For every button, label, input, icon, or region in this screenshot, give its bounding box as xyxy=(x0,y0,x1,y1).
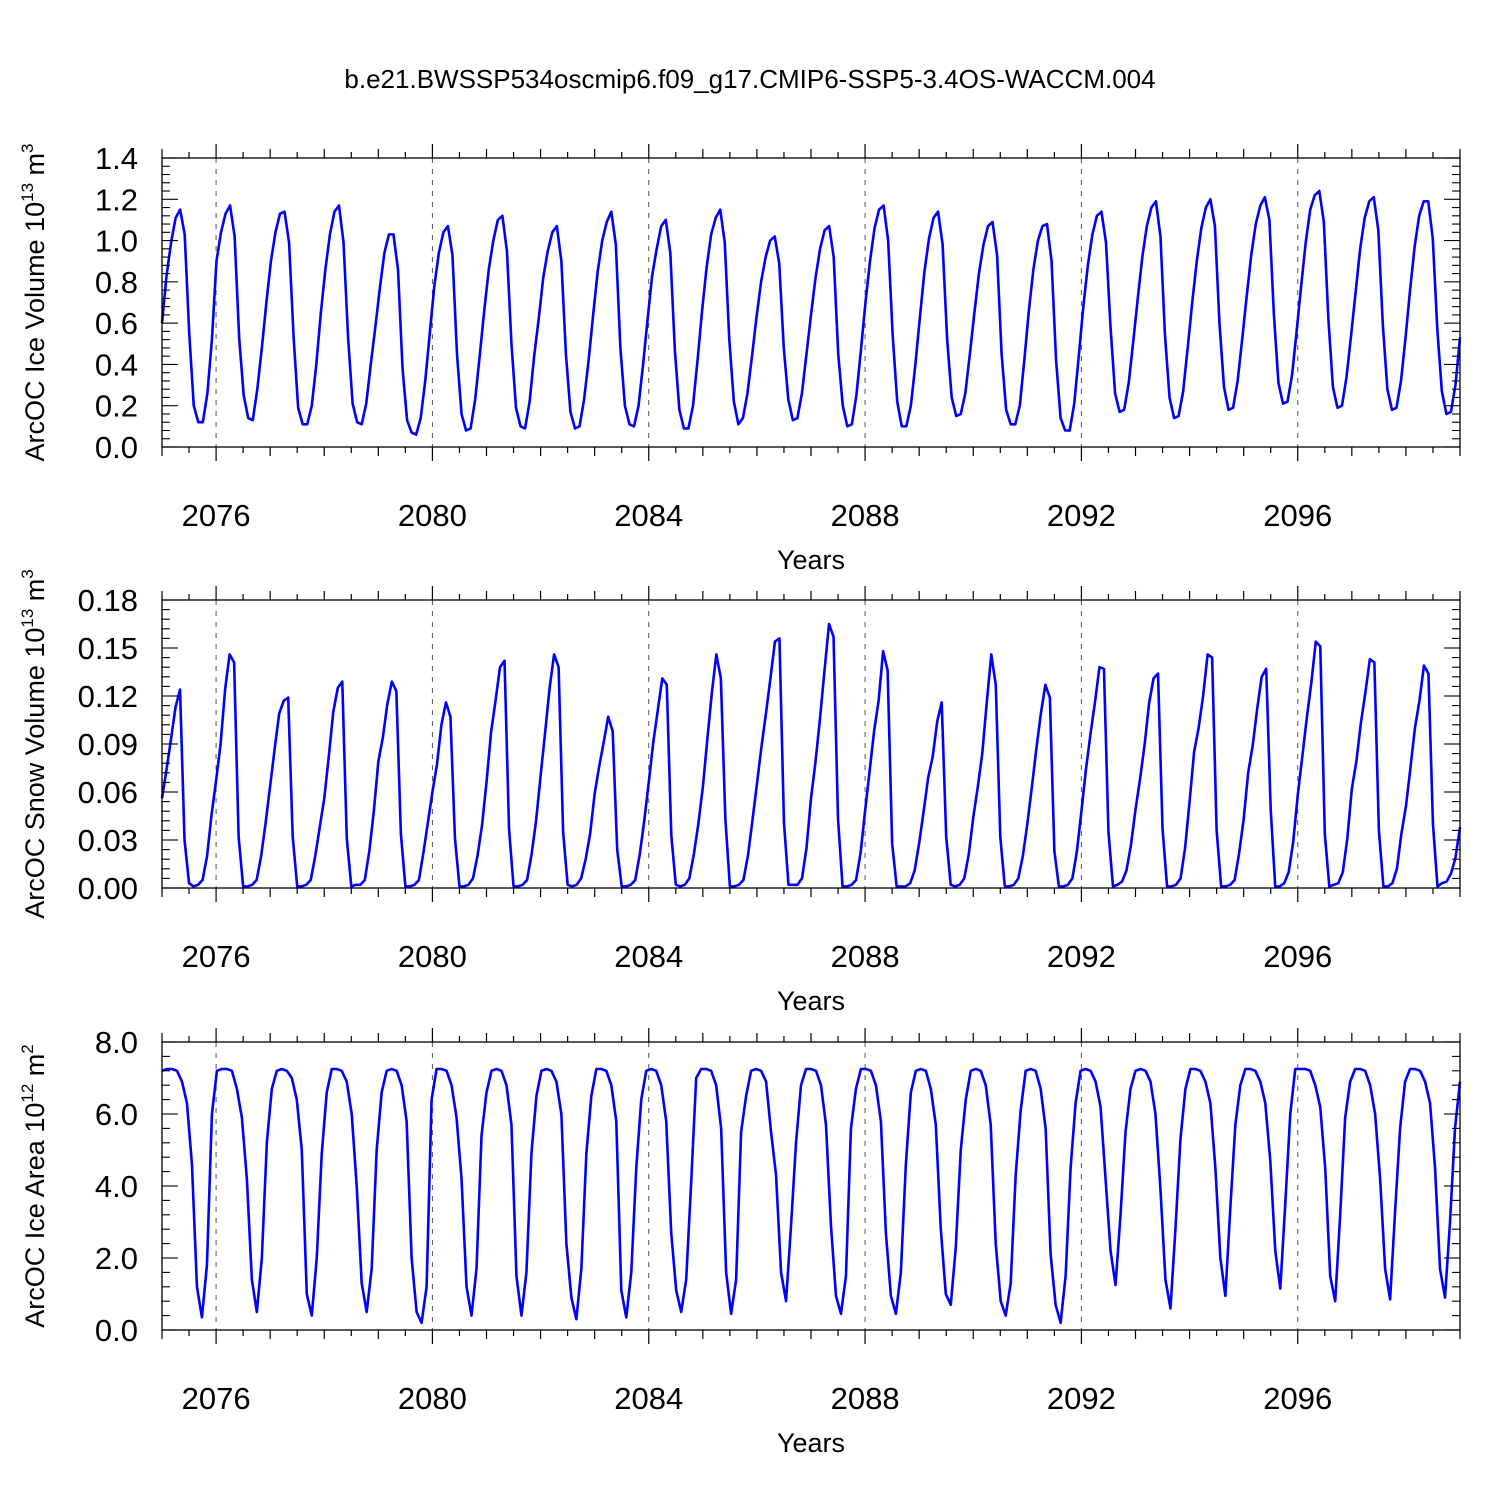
y-axis-label: ArcOC Ice Area 1012 m2 xyxy=(18,1044,50,1328)
figure-title: b.e21.BWSSP534oscmip6.f09_g17.CMIP6-SSP5… xyxy=(344,64,1156,94)
y-tick-label: 0.03 xyxy=(78,823,138,858)
y-tick-label: 0.00 xyxy=(78,871,138,906)
x-tick-label: 2096 xyxy=(1263,1381,1332,1416)
x-tick-label: 2092 xyxy=(1047,498,1116,533)
panel-2: 2076 2080 2084 2088 2092 2096 0.00 0.03 0.06 0.09… xyxy=(18,569,1462,1016)
x-tick-label: 2092 xyxy=(1047,939,1116,974)
x-tick-label: 2084 xyxy=(614,939,683,974)
x-tick-label: 2088 xyxy=(831,498,900,533)
y-tick-label: 2.0 xyxy=(95,1241,138,1276)
y-tick-label: 0.12 xyxy=(78,679,138,714)
plot-frame xyxy=(161,599,1461,889)
y-tick-label: 0.0 xyxy=(95,1313,138,1348)
y-tick-label: 0.8 xyxy=(95,265,138,300)
y-tick-label: 8.0 xyxy=(95,1025,138,1060)
series-line xyxy=(160,622,1462,888)
x-tick-label: 2076 xyxy=(182,939,251,974)
x-tick-label: 2092 xyxy=(1047,1381,1116,1416)
x-axis-label: Years xyxy=(777,1428,845,1458)
y-tick-label: 1.4 xyxy=(95,141,138,176)
y-tick-label: 0.0 xyxy=(95,430,138,465)
x-tick-label: 2080 xyxy=(398,1381,467,1416)
y-tick-label: 0.6 xyxy=(95,306,138,341)
panel-3: 2076 2080 2084 2088 2092 2096 0.0 2.0 4.0 6.0 8.0 Y… xyxy=(18,1025,1462,1458)
y-tick-label: 0.06 xyxy=(78,775,138,810)
x-axis-label: Years xyxy=(777,545,845,575)
y-axis-label: ArcOC Snow Volume 1013 m3 xyxy=(18,569,50,919)
x-tick-label: 2080 xyxy=(398,498,467,533)
x-tick-label: 2076 xyxy=(182,498,251,533)
y-axis-label: ArcOC Ice Volume 1013 m3 xyxy=(18,143,50,461)
series-line xyxy=(161,1067,1462,1325)
y-tick-label: 0.18 xyxy=(78,583,138,618)
y-tick-label: 0.09 xyxy=(78,727,138,762)
x-tick-label: 2084 xyxy=(614,498,683,533)
x-tick-label: 2084 xyxy=(614,1381,683,1416)
y-tick-label: 1.0 xyxy=(95,224,138,259)
y-tick-label: 0.4 xyxy=(95,347,138,382)
x-tick-label: 2096 xyxy=(1263,498,1332,533)
y-tick-label: 0.15 xyxy=(78,631,138,666)
y-tick-label: 0.2 xyxy=(95,389,138,424)
x-tick-label: 2080 xyxy=(398,939,467,974)
y-tick-label: 1.2 xyxy=(95,182,138,217)
y-tick-label: 6.0 xyxy=(95,1097,138,1132)
x-tick-label: 2088 xyxy=(831,939,900,974)
x-tick-label: 2076 xyxy=(182,1381,251,1416)
y-tick-label: 4.0 xyxy=(95,1169,138,1204)
panel-1: 2076 2080 2084 2088 2092 2096 0.0 0.2 0.4 0.6 0.8 1… xyxy=(18,141,1462,575)
x-tick-label: 2096 xyxy=(1263,939,1332,974)
x-axis-label: Years xyxy=(777,986,845,1016)
x-tick-label: 2088 xyxy=(831,1381,900,1416)
series-line xyxy=(160,189,1462,436)
